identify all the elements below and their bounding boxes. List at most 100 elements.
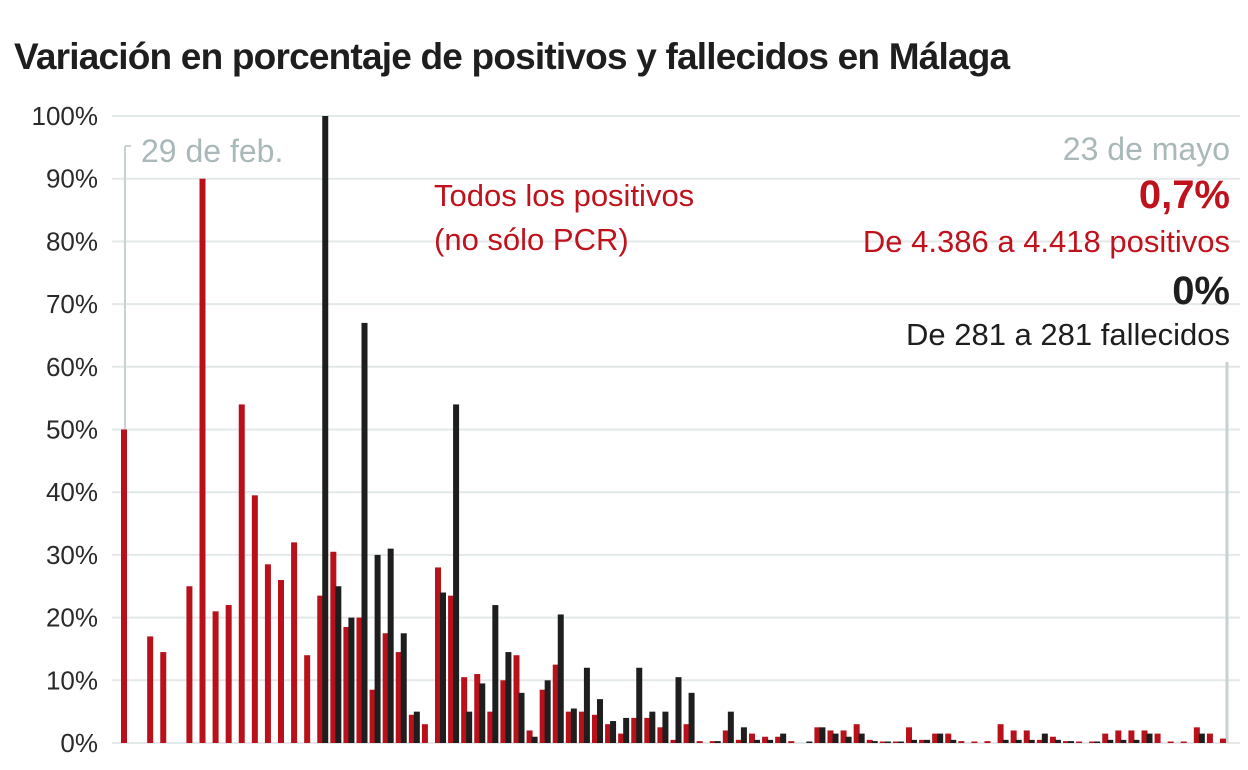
date-brackets (124, 145, 1229, 743)
deaths-bar-75 (1107, 739, 1114, 743)
positives-bar-42 (670, 739, 677, 743)
positives-bar-55 (840, 730, 847, 743)
deaths-bar-31 (531, 736, 538, 743)
positives-bar-43 (683, 724, 690, 743)
positives-bar-66 (984, 741, 991, 743)
positives-bar-53 (814, 727, 821, 743)
deaths-bar-17 (348, 617, 355, 743)
y-tick-label: 60% (46, 352, 98, 382)
positives-bar-40 (644, 717, 651, 743)
deaths-bar-58 (884, 741, 891, 743)
deaths-bar-77 (1133, 739, 1140, 743)
y-tick-label: 80% (46, 226, 98, 256)
deaths-bar-21 (400, 633, 407, 743)
end-date-label: 23 de mayo (1063, 131, 1230, 167)
positives-bar-71 (1049, 736, 1056, 743)
y-tick-label: 30% (46, 540, 98, 570)
positives-bar-49 (762, 736, 769, 743)
positives-series-label-line2: (no sólo PCR) (434, 222, 629, 257)
positives-bar-74 (1089, 741, 1096, 743)
positives-bar-34 (565, 711, 572, 743)
deaths-bar-72 (1068, 741, 1074, 743)
positives-bar-13 (291, 542, 298, 743)
deaths-bar-60 (911, 739, 917, 743)
positives-bar-5 (186, 586, 193, 743)
positives-bar-6 (199, 178, 206, 743)
positives-bar-81 (1180, 741, 1187, 743)
positives-bar-11 (264, 564, 271, 743)
positives-bar-72 (1063, 741, 1069, 743)
positives-bar-32 (539, 689, 546, 743)
positives-bar-27 (474, 674, 481, 743)
positives-bar-48 (749, 733, 755, 743)
deaths-bar-28 (492, 605, 499, 743)
deaths-bar-34 (570, 708, 577, 743)
y-tick-label: 40% (46, 477, 98, 507)
positives-bar-12 (278, 579, 284, 743)
positives-bar-63 (945, 733, 952, 743)
deaths-bar-35 (583, 667, 590, 743)
deaths-bar-69 (1028, 739, 1035, 743)
positives-bar-69 (1023, 730, 1030, 743)
deaths-bar-46 (727, 711, 734, 743)
positives-bar-20 (382, 633, 389, 743)
deaths-bar-16 (335, 586, 342, 743)
positives-bar-14 (304, 655, 311, 743)
positives-bar-84 (1220, 738, 1226, 743)
deaths-bar-56 (858, 733, 865, 743)
deaths-bar-19 (374, 554, 381, 743)
deaths-bar-42 (675, 677, 682, 743)
positives-bar-8 (225, 605, 232, 743)
positives-bar-36 (592, 714, 598, 743)
y-tick-label: 90% (46, 164, 98, 194)
deaths-bar-36 (597, 699, 603, 743)
positives-bar-45 (709, 741, 716, 743)
positives-bar-10 (251, 495, 258, 743)
positives-bar-9 (238, 404, 245, 743)
positives-bar-67 (997, 724, 1004, 743)
positives-bar-39 (631, 717, 638, 743)
positives-bar-29 (500, 680, 507, 743)
positives-bar-3 (160, 652, 167, 743)
deaths-bar-55 (845, 736, 852, 743)
positives-bar-30 (513, 655, 520, 743)
positives-bar-61 (919, 739, 926, 743)
end-positives-percent: 0,7% (1139, 173, 1230, 217)
deaths-bar-43 (688, 692, 695, 743)
positives-bar-22 (408, 714, 415, 743)
y-tick-label: 20% (46, 603, 98, 633)
positives-bar-15 (317, 595, 324, 743)
positives-bar-37 (605, 724, 612, 743)
positives-bar-64 (958, 741, 965, 743)
deaths-bar-18 (361, 322, 368, 743)
positives-bar-56 (853, 724, 860, 743)
positives-bar-47 (735, 739, 742, 743)
positives-bar-35 (578, 711, 585, 743)
deaths-bar-27 (479, 683, 486, 743)
positives-bar-0 (121, 429, 127, 743)
deaths-bar-54 (832, 733, 839, 743)
positives-bar-25 (448, 595, 455, 743)
bars (121, 116, 1226, 743)
y-tick-label: 0% (60, 728, 98, 758)
positives-bar-70 (1036, 739, 1043, 743)
deaths-bar-76 (1120, 739, 1127, 743)
positives-series-label-line1: Todos los positivos (434, 178, 694, 213)
positives-bar-57 (866, 739, 873, 743)
start-date-label: 29 de feb. (141, 133, 283, 169)
positives-bar-73 (1076, 741, 1083, 743)
positives-bar-23 (421, 724, 428, 743)
positives-bar-60 (906, 727, 912, 743)
deaths-bar-20 (387, 548, 394, 743)
positives-bar-2 (147, 636, 154, 743)
deaths-bar-37 (610, 721, 617, 743)
end-deaths-text: De 281 a 281 fallecidos (906, 317, 1230, 352)
positives-bar-46 (722, 730, 729, 743)
deaths-bar-48 (754, 739, 760, 743)
deaths-bar-24 (440, 592, 446, 743)
positives-bar-65 (971, 741, 978, 743)
positives-bar-83 (1206, 733, 1213, 743)
deaths-bar-57 (871, 741, 878, 743)
deaths-bar-70 (1041, 733, 1048, 743)
